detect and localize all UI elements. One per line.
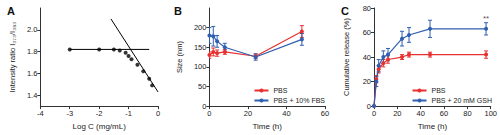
svg-text:-4: -4 bbox=[37, 109, 44, 118]
svg-text:0: 0 bbox=[202, 102, 206, 111]
svg-text:80: 80 bbox=[463, 109, 471, 118]
svg-text:Cumulative release (%): Cumulative release (%) bbox=[342, 18, 351, 96]
svg-text:100: 100 bbox=[484, 109, 497, 118]
svg-text:20: 20 bbox=[393, 109, 401, 118]
svg-text:B: B bbox=[174, 5, 182, 17]
svg-text:1.6: 1.6 bbox=[27, 69, 37, 78]
svg-text:0: 0 bbox=[367, 102, 371, 111]
svg-text:200: 200 bbox=[194, 23, 207, 32]
svg-text:Size (nm): Size (nm) bbox=[175, 41, 184, 74]
svg-text:0: 0 bbox=[372, 109, 376, 118]
svg-text:PBS: PBS bbox=[273, 87, 287, 94]
svg-text:Log C (mg/mL): Log C (mg/mL) bbox=[72, 122, 126, 131]
svg-text:1.4: 1.4 bbox=[27, 91, 37, 100]
svg-text:PBS + 10% FBS: PBS + 10% FBS bbox=[273, 97, 325, 104]
svg-text:Intensity ratio I₃₇₃/I₃₈₃: Intensity ratio I₃₇₃/I₃₈₃ bbox=[8, 22, 17, 93]
svg-text:-3: -3 bbox=[66, 109, 73, 118]
svg-text:-2: -2 bbox=[96, 109, 103, 118]
svg-text:A: A bbox=[7, 5, 15, 17]
svg-text:PBS + 20 mM GSH: PBS + 20 mM GSH bbox=[432, 97, 493, 104]
svg-text:50: 50 bbox=[198, 82, 206, 91]
svg-text:20: 20 bbox=[244, 109, 252, 118]
svg-text:0: 0 bbox=[156, 109, 160, 118]
svg-text:150: 150 bbox=[194, 43, 207, 52]
svg-text:1.8: 1.8 bbox=[27, 47, 37, 56]
svg-text:40: 40 bbox=[282, 109, 290, 118]
svg-text:40: 40 bbox=[417, 109, 425, 118]
svg-text:20: 20 bbox=[363, 77, 371, 86]
svg-text:-1: -1 bbox=[125, 109, 132, 118]
svg-text:2.0: 2.0 bbox=[27, 25, 37, 34]
svg-text:60: 60 bbox=[321, 109, 329, 118]
svg-text:80: 80 bbox=[363, 4, 371, 13]
svg-text:100: 100 bbox=[194, 62, 207, 71]
svg-text:**: ** bbox=[483, 14, 489, 23]
svg-text:60: 60 bbox=[440, 109, 448, 118]
svg-text:0: 0 bbox=[207, 109, 211, 118]
svg-text:PBS: PBS bbox=[432, 87, 446, 94]
svg-text:40: 40 bbox=[363, 53, 371, 62]
svg-text:Time (h): Time (h) bbox=[418, 122, 448, 131]
svg-text:Time (h): Time (h) bbox=[252, 122, 282, 131]
svg-text:C: C bbox=[341, 5, 349, 17]
svg-text:60: 60 bbox=[363, 28, 371, 37]
